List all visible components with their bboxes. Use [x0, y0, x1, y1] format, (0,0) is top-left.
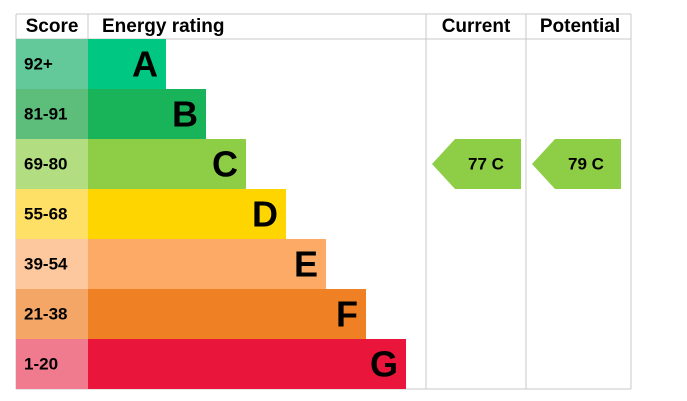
rating-letter: G [370, 344, 398, 385]
potential-arrow [532, 139, 621, 189]
score-label: 92+ [24, 54, 53, 73]
score-label: 69-80 [24, 154, 67, 173]
score-label: 81-91 [24, 104, 67, 123]
rating-letter: C [212, 144, 238, 185]
score-label: 21-38 [24, 304, 67, 323]
header-rating: Energy rating [102, 16, 224, 37]
header-score: Score [26, 16, 79, 37]
score-cell [16, 239, 88, 289]
score-cell [16, 339, 88, 389]
rating-bar [88, 139, 246, 189]
rating-bar [88, 239, 326, 289]
score-cell [16, 89, 88, 139]
rating-bar [88, 289, 366, 339]
score-cell [16, 289, 88, 339]
rating-letter: B [172, 94, 198, 135]
score-cell [16, 139, 88, 189]
score-label: 55-68 [24, 204, 67, 223]
potential-label: 79 C [568, 154, 604, 173]
rating-letter: F [336, 294, 358, 335]
current-label: 77 C [468, 154, 504, 173]
rating-bar [88, 339, 406, 389]
score-label: 1-20 [24, 354, 58, 373]
rating-bar [88, 89, 206, 139]
rating-letter: D [252, 194, 278, 235]
score-label: 39-54 [24, 254, 68, 273]
score-cell [16, 189, 88, 239]
header-potential: Potential [540, 16, 620, 37]
rating-letter: E [294, 244, 318, 285]
score-cell [16, 39, 88, 89]
rating-letter: A [132, 44, 158, 85]
rating-bar [88, 189, 286, 239]
current-arrow [432, 139, 521, 189]
rating-bar [88, 39, 166, 89]
header-current: Current [442, 16, 511, 37]
